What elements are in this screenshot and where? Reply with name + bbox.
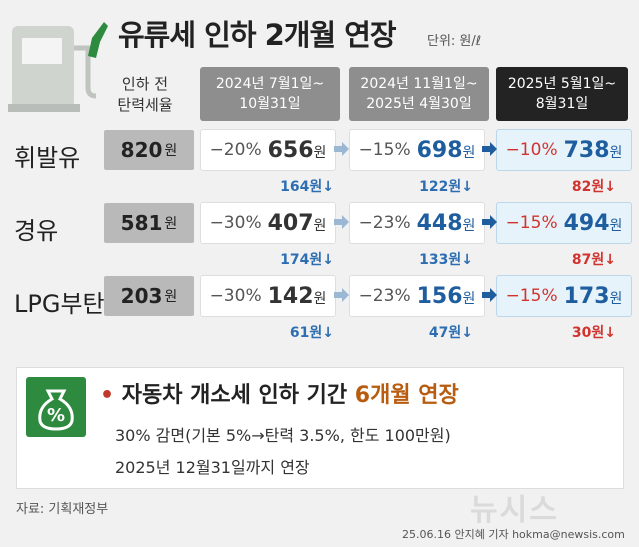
cell-lpg-p1: −30% 142원 xyxy=(200,275,336,317)
period-1-line2: 10월31일 xyxy=(239,96,301,112)
car-tax-detail-1: 30% 감면(기본 5%→탄력 3.5%, 한도 100만원) xyxy=(115,426,451,445)
bullet: • xyxy=(100,383,115,408)
won-unit: 원 xyxy=(609,290,623,307)
base-value: 581 xyxy=(120,211,163,235)
percent-symbol: % xyxy=(47,405,65,426)
row-label-lpg: LPG부탄 xyxy=(14,290,105,318)
period-3-line2: 8월31일 xyxy=(535,96,589,112)
cut-percent: −15% xyxy=(358,140,411,160)
credit-label: 25.06.16 안지혜 기자 hokma@newsis.com xyxy=(402,528,625,541)
cut-percent: −15% xyxy=(505,213,558,233)
cell-gasoline-p2: −15% 698원 xyxy=(349,129,485,171)
price-value: 156 xyxy=(416,283,463,309)
base-header-line1: 인하 전 xyxy=(121,75,169,93)
source-label: 자료: 기획재정부 xyxy=(16,502,109,517)
won-unit: 원 xyxy=(164,216,178,232)
won-unit: 원 xyxy=(164,289,178,305)
base-header-line2: 탄력세율 xyxy=(117,96,173,114)
drop-diesel-p3: 87원↓ xyxy=(571,252,616,268)
cut-percent: −20% xyxy=(209,140,262,160)
won-unit: 원 xyxy=(313,217,327,234)
cut-percent: −15% xyxy=(505,286,558,306)
period-2-line1: 2024년 11월1일~ xyxy=(360,76,478,92)
cut-percent: −10% xyxy=(505,140,558,160)
cell-gasoline-p1: −20% 656원 xyxy=(200,129,336,171)
cell-diesel-p1: −30% 407원 xyxy=(200,202,336,244)
period-3-line1: 2025년 5월1일~ xyxy=(507,76,617,92)
base-rate-gasoline: 820 원 xyxy=(104,130,194,170)
tax-bag-icon: % xyxy=(26,377,86,437)
arrow-column-2 xyxy=(482,142,497,302)
price-value: 142 xyxy=(267,283,314,309)
page-title: 유류세 인하 2개월 연장 xyxy=(118,18,397,52)
cut-percent: −23% xyxy=(358,286,411,306)
drop-gasoline-p1: 164원↓ xyxy=(280,179,334,195)
period-1-line1: 2024년 7월1일~ xyxy=(215,76,325,92)
price-value: 407 xyxy=(267,210,314,236)
won-unit: 원 xyxy=(462,290,476,307)
cut-percent: −30% xyxy=(209,286,262,306)
won-unit: 원 xyxy=(313,144,327,161)
base-value: 203 xyxy=(120,284,163,308)
fuel-pump-icon xyxy=(8,22,108,112)
price-value: 448 xyxy=(416,210,463,236)
arrow-right-icon xyxy=(482,215,497,229)
base-rate-header: 인하 전 탄력세율 xyxy=(100,74,190,116)
won-unit: 원 xyxy=(462,144,476,161)
drop-diesel-p2: 133원↓ xyxy=(419,252,473,268)
drop-lpg-p3: 30원↓ xyxy=(571,325,616,341)
cell-lpg-p2: −23% 156원 xyxy=(349,275,485,317)
price-value: 738 xyxy=(563,137,610,163)
arrow-column-1 xyxy=(334,142,349,302)
period-2-line2: 2025년 4월30일 xyxy=(366,96,472,112)
period-header-3: 2025년 5월1일~ 8월31일 xyxy=(496,67,628,121)
won-unit: 원 xyxy=(164,143,178,159)
row-label-gasoline: 휘발유 xyxy=(14,144,81,172)
price-value: 656 xyxy=(267,137,314,163)
unit-label: 단위: 원/ℓ xyxy=(427,34,482,49)
arrow-right-icon xyxy=(334,142,349,156)
row-label-diesel: 경유 xyxy=(14,217,59,245)
base-rate-diesel: 581 원 xyxy=(104,203,194,243)
arrow-right-icon xyxy=(334,215,349,229)
drop-gasoline-p2: 122원↓ xyxy=(419,179,473,195)
won-unit: 원 xyxy=(313,290,327,307)
car-tax-title-highlight: 6개월 연장 xyxy=(354,383,459,408)
cut-percent: −30% xyxy=(209,213,262,233)
won-unit: 원 xyxy=(609,144,623,161)
price-value: 494 xyxy=(563,210,610,236)
cell-gasoline-p3: −10% 738원 xyxy=(496,129,632,171)
base-value: 820 xyxy=(120,138,163,162)
newsis-watermark: 뉴시스 xyxy=(470,493,559,528)
cell-lpg-p3: −15% 173원 xyxy=(496,275,632,317)
drop-lpg-p1: 61원↓ xyxy=(289,325,334,341)
cell-diesel-p3: −15% 494원 xyxy=(496,202,632,244)
arrow-right-icon xyxy=(482,288,497,302)
price-value: 698 xyxy=(416,137,463,163)
drop-lpg-p2: 47원↓ xyxy=(428,325,473,341)
car-tax-title-main: 자동차 개소세 인하 기간 xyxy=(121,383,348,408)
won-unit: 원 xyxy=(609,217,623,234)
drop-gasoline-p3: 82원↓ xyxy=(571,179,616,195)
won-unit: 원 xyxy=(462,217,476,234)
car-tax-info-box xyxy=(16,367,624,489)
cut-percent: −23% xyxy=(358,213,411,233)
period-header-2: 2024년 11월1일~ 2025년 4월30일 xyxy=(349,67,489,121)
period-header-1: 2024년 7월1일~ 10월31일 xyxy=(200,67,340,121)
arrow-right-icon xyxy=(334,288,349,302)
car-tax-detail-2: 2025년 12월31일까지 연장 xyxy=(115,458,310,477)
base-rate-lpg: 203 원 xyxy=(104,276,194,316)
car-tax-title: • 자동차 개소세 인하 기간 6개월 연장 xyxy=(100,377,459,409)
price-value: 173 xyxy=(563,283,610,309)
drop-diesel-p1: 174원↓ xyxy=(280,252,334,268)
arrow-right-icon xyxy=(482,142,497,156)
cell-diesel-p2: −23% 448원 xyxy=(349,202,485,244)
